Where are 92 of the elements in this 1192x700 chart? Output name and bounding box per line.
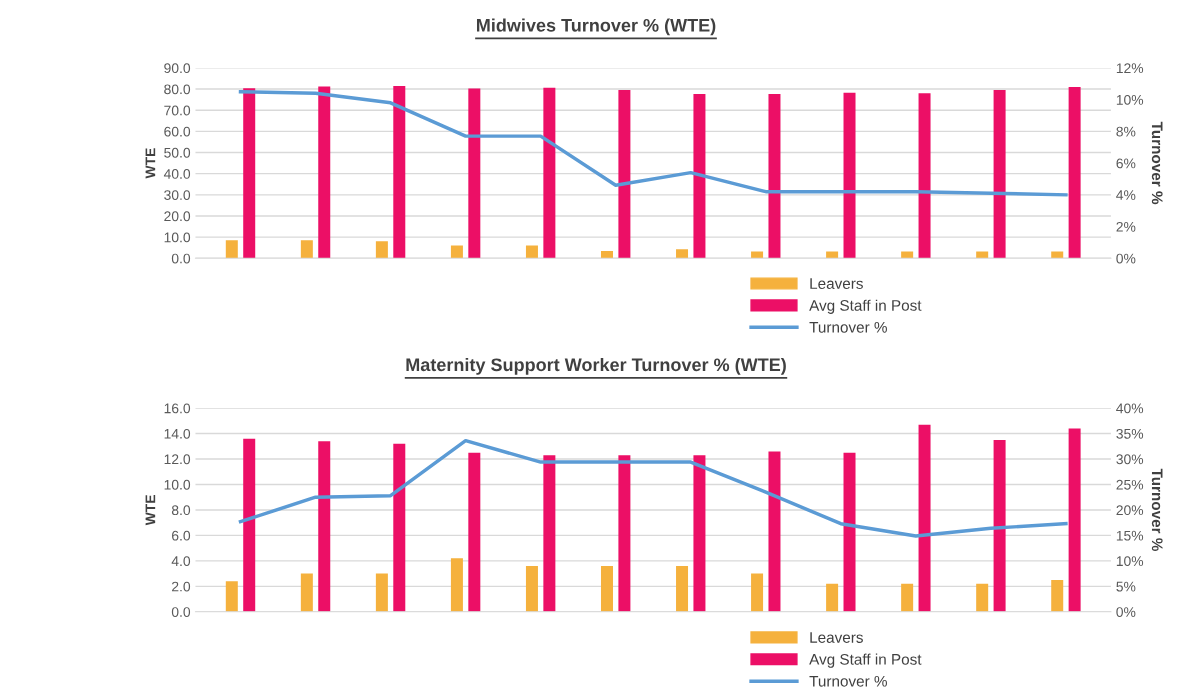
legend-label: Avg Staff in Post bbox=[809, 299, 922, 314]
bar bbox=[618, 455, 631, 612]
bar bbox=[300, 240, 313, 259]
bar bbox=[901, 583, 914, 612]
y2-tick-label: 10% bbox=[1116, 556, 1144, 567]
y-tick-label: 70.0 bbox=[164, 105, 191, 116]
y-tick-label: 20.0 bbox=[164, 211, 191, 222]
legend-label: Leavers bbox=[810, 278, 863, 289]
chart-title: Midwives Turnover % (WTE) bbox=[477, 18, 716, 36]
y-tick-label: 90.0 bbox=[164, 63, 191, 74]
y-axis-title: WTE bbox=[145, 495, 156, 526]
chart-title: Maternity Support Worker Turnover % (WTE) bbox=[406, 357, 786, 375]
bar bbox=[375, 241, 388, 259]
y2-tick-label: 10% bbox=[1116, 94, 1144, 105]
bar bbox=[300, 573, 313, 612]
y2-tick-label: 15% bbox=[1116, 530, 1144, 541]
bar bbox=[318, 441, 331, 612]
bar bbox=[768, 93, 781, 259]
y2-tick-label: 0% bbox=[1116, 607, 1136, 617]
y-tick-label: 0.0 bbox=[171, 607, 191, 617]
bar bbox=[525, 565, 538, 612]
bar bbox=[676, 249, 689, 259]
y-tick-label: 30.0 bbox=[164, 190, 191, 200]
bar bbox=[243, 88, 256, 259]
bar bbox=[393, 443, 406, 612]
y-tick-label: 80.0 bbox=[164, 84, 191, 95]
bar bbox=[468, 88, 481, 259]
y2-tick-label: 6% bbox=[1116, 158, 1136, 169]
y-tick-label: 2.0 bbox=[172, 581, 191, 592]
bar bbox=[693, 455, 706, 612]
bar bbox=[993, 439, 1006, 612]
bar bbox=[751, 573, 764, 612]
bar bbox=[393, 86, 406, 259]
y2-tick-label: 2% bbox=[1116, 221, 1136, 232]
y-tick-label: 40.0 bbox=[163, 169, 191, 179]
y-tick-label: 4.0 bbox=[171, 556, 191, 567]
bar bbox=[1068, 86, 1081, 259]
bar bbox=[543, 455, 556, 612]
y2-tick-label: 5% bbox=[1116, 581, 1136, 592]
y-tick-label: 8.0 bbox=[171, 505, 191, 516]
line-series bbox=[238, 438, 1068, 538]
bar bbox=[843, 452, 856, 612]
bar bbox=[468, 452, 481, 612]
legend-label: Turnover % bbox=[809, 675, 887, 687]
bar bbox=[243, 438, 256, 612]
y-axis-title: WTE bbox=[145, 148, 156, 179]
bar bbox=[450, 245, 463, 259]
bar bbox=[976, 583, 989, 612]
legend-label: Avg Staff in Post bbox=[809, 653, 922, 668]
y2-axis-title: Turnover % bbox=[1151, 468, 1163, 552]
bar bbox=[600, 250, 613, 259]
legend-label: Turnover % bbox=[809, 321, 887, 333]
bar bbox=[993, 90, 1006, 259]
bar bbox=[225, 240, 238, 259]
y-tick-label: 14.0 bbox=[164, 428, 191, 439]
bar bbox=[676, 565, 689, 612]
y2-tick-label: 25% bbox=[1116, 479, 1144, 490]
y-tick-label: 12.0 bbox=[164, 454, 191, 465]
y2-tick-label: 0% bbox=[1116, 253, 1136, 264]
y-tick-label: 0.0 bbox=[171, 253, 191, 264]
bar bbox=[525, 245, 538, 259]
y2-tick-label: 4% bbox=[1116, 190, 1136, 200]
bar bbox=[826, 583, 839, 612]
bar bbox=[225, 581, 238, 612]
bar bbox=[918, 424, 931, 612]
y2-tick-label: 20% bbox=[1116, 505, 1144, 516]
y2-tick-label: 8% bbox=[1116, 126, 1136, 137]
y-tick-label: 10.0 bbox=[164, 232, 191, 243]
y2-axis-title: Turnover % bbox=[1151, 121, 1163, 205]
bar bbox=[318, 86, 331, 259]
y-tick-label: 60.0 bbox=[164, 126, 191, 137]
bar bbox=[600, 565, 613, 612]
y2-tick-label: 40% bbox=[1116, 403, 1144, 414]
bar bbox=[918, 93, 931, 259]
bar bbox=[543, 87, 556, 259]
bar bbox=[843, 92, 856, 259]
y-tick-label: 16.0 bbox=[164, 403, 191, 414]
y-tick-label: 6.0 bbox=[172, 530, 191, 541]
y-tick-label: 10.0 bbox=[164, 479, 191, 490]
bar bbox=[768, 451, 781, 612]
bar bbox=[375, 573, 388, 612]
y2-tick-label: 35% bbox=[1116, 428, 1144, 439]
y2-tick-label: 30% bbox=[1116, 454, 1144, 465]
y-tick-label: 50.0 bbox=[164, 147, 191, 158]
legend-label: Leavers bbox=[810, 632, 863, 643]
y2-tick-label: 12% bbox=[1116, 63, 1144, 74]
bar bbox=[1068, 428, 1081, 612]
bar bbox=[450, 558, 463, 612]
bar bbox=[1051, 579, 1064, 612]
line-series bbox=[238, 89, 1068, 197]
bar bbox=[693, 93, 706, 259]
bar bbox=[618, 90, 631, 259]
